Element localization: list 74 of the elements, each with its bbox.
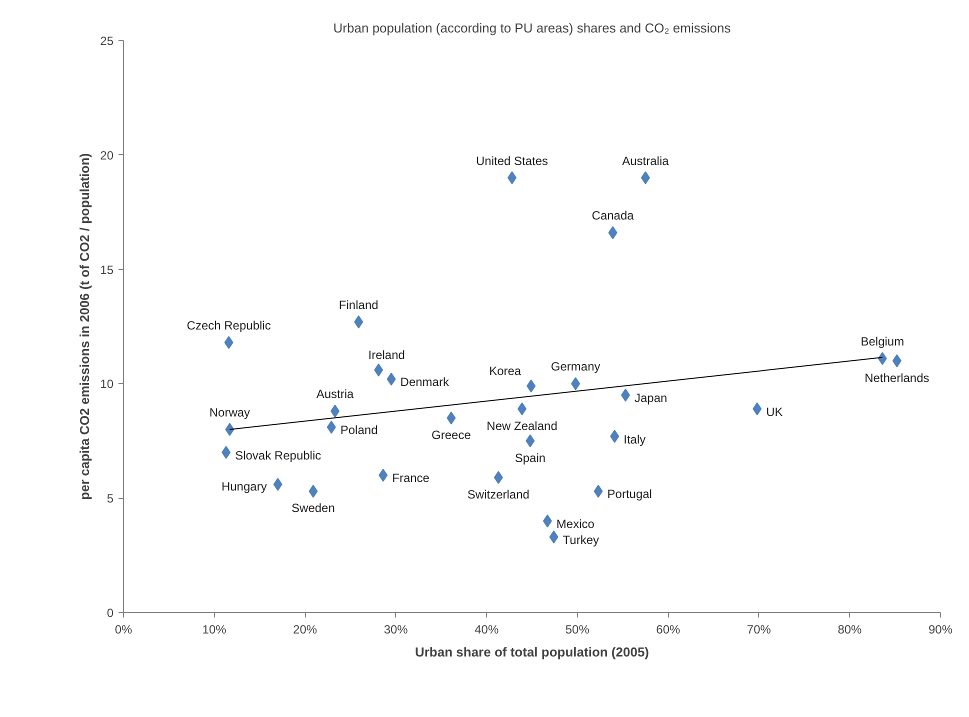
point bbox=[446, 412, 456, 425]
annotation: Poland bbox=[340, 423, 378, 438]
point bbox=[326, 420, 336, 434]
point bbox=[526, 434, 535, 448]
point bbox=[494, 471, 503, 484]
annotation: Italy bbox=[624, 432, 646, 446]
annotation: Turkey bbox=[562, 532, 600, 547]
annotation: Slovak Republic bbox=[235, 448, 322, 462]
annotation: UK bbox=[766, 404, 783, 419]
annotation: Portugal bbox=[607, 487, 652, 502]
annotation: Mexico bbox=[556, 516, 595, 531]
point bbox=[374, 363, 384, 376]
y-tick-label: 10 bbox=[100, 377, 114, 392]
x-tick-label: 90% bbox=[928, 622, 953, 636]
point bbox=[518, 402, 527, 416]
point bbox=[225, 422, 234, 436]
y-tick-label: 25 bbox=[100, 34, 114, 48]
x-tick-label: 30% bbox=[384, 622, 408, 636]
point bbox=[594, 484, 603, 498]
x-tick-label: 50% bbox=[565, 622, 590, 636]
x-tick-label: 20% bbox=[293, 622, 318, 636]
annotation: United States bbox=[476, 154, 548, 168]
x-tick-label: 40% bbox=[474, 622, 499, 636]
point bbox=[273, 478, 282, 491]
point bbox=[308, 484, 318, 498]
annotation: Norway bbox=[209, 405, 250, 420]
annotation: New Zealand bbox=[486, 418, 558, 433]
point bbox=[508, 171, 517, 184]
annotation: Hungary bbox=[221, 479, 267, 494]
point bbox=[542, 514, 552, 528]
point bbox=[549, 530, 558, 544]
point bbox=[222, 446, 231, 459]
annotation: France bbox=[392, 471, 430, 486]
point bbox=[610, 430, 620, 443]
annotation: Germany bbox=[550, 360, 600, 374]
chart-title: Urban population (according to PU areas) shares and CO₂ emissions bbox=[333, 20, 732, 36]
x-tick-label: 0% bbox=[114, 622, 132, 636]
annotation: Switzerland bbox=[467, 488, 530, 502]
annotation: Austria bbox=[316, 387, 354, 402]
x-tick-label: 10% bbox=[202, 622, 227, 636]
x-tick-label: 80% bbox=[838, 622, 862, 636]
x-axis-title: Urban share of total population (2005) bbox=[414, 644, 650, 660]
y-axis-title: per capita CO2 emissions in 2006 (t of CO2 / population) bbox=[77, 153, 92, 500]
annotation: Japan bbox=[634, 391, 668, 406]
point bbox=[640, 171, 650, 184]
annotation: Greece bbox=[432, 428, 472, 442]
x-tick-label: 60% bbox=[656, 622, 681, 636]
point bbox=[378, 468, 388, 482]
point bbox=[878, 352, 887, 366]
annotation: Netherlands bbox=[864, 370, 930, 385]
point bbox=[330, 404, 340, 418]
point bbox=[224, 336, 234, 350]
point bbox=[608, 226, 618, 240]
annotation: Spain bbox=[514, 450, 546, 465]
y-tick-label: 20 bbox=[100, 148, 114, 162]
annotation: Finland bbox=[338, 298, 378, 312]
annotation: Australia bbox=[622, 154, 670, 168]
annotation: Denmark bbox=[400, 375, 450, 390]
y-tick-label: 5 bbox=[106, 492, 114, 506]
annotation: Korea bbox=[489, 364, 522, 378]
annotation: Czech Republic bbox=[186, 318, 271, 333]
y-tick-label: 0 bbox=[106, 606, 114, 620]
point bbox=[892, 354, 902, 368]
point bbox=[752, 402, 762, 416]
x-tick-label: 70% bbox=[746, 622, 772, 636]
point bbox=[571, 377, 580, 390]
annotation: Ireland bbox=[368, 348, 405, 362]
annotation: Sweden bbox=[292, 501, 335, 516]
point bbox=[386, 372, 396, 386]
y-tick-label: 15 bbox=[100, 262, 114, 277]
point bbox=[526, 379, 536, 392]
point bbox=[354, 315, 364, 328]
annotation: Belgium bbox=[860, 334, 904, 349]
annotation: Canada bbox=[592, 208, 634, 223]
